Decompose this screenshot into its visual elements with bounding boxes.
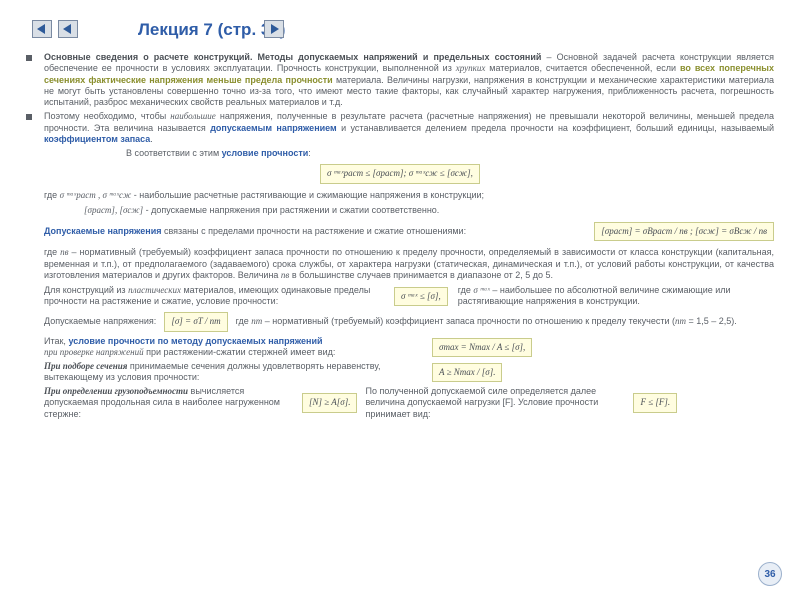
sm-pre: где xyxy=(458,285,474,295)
dop-t: связаны с пределами прочности на растяже… xyxy=(161,226,466,236)
p2-blue: допускаемым напряжением xyxy=(210,123,337,133)
cond-intro: В соответствии с этим условие прочности: xyxy=(126,148,774,159)
p2-t4: . xyxy=(150,134,153,144)
pi-em: пластических xyxy=(128,285,181,295)
nav-bar xyxy=(32,20,284,38)
nv-pre: где xyxy=(44,247,60,257)
dop-row: Допускаемые напряжения связаны с предела… xyxy=(26,220,774,243)
where-2: [σраст], [σсж] - допускаемые напряжения … xyxy=(66,205,774,216)
load-em: При определении грузоподъемности xyxy=(44,386,188,396)
plast-row: Для конструкций из пластических материал… xyxy=(26,285,774,308)
formula-load2: F ≤ [F]. xyxy=(633,393,677,412)
dop-lead: Допускаемые напряжения xyxy=(44,226,161,236)
formula-dop: [σраст] = σВраст / nв ; [σсж] = σВсж / n… xyxy=(594,222,774,241)
bullet-icon xyxy=(26,55,32,61)
formula-plast: σ ᵐᵃˣ ≤ [σ], xyxy=(394,287,448,306)
dop-plast-row: Допускаемые напряжения: [σ] = σT / nт гд… xyxy=(26,310,774,333)
nt-v2: nт xyxy=(675,316,686,326)
nv-t2: в большинстве случаев принимается в диап… xyxy=(289,270,553,280)
formula-1: σ ᵐᵃˣраст ≤ [σраст]; σ ᵐᵃˣсж ≤ [σсж], xyxy=(320,164,480,183)
summary-row: Итак, условие прочности по методу допуск… xyxy=(26,336,774,359)
paragraph-2: Поэтому необходимо, чтобы наибольшие нап… xyxy=(26,111,774,145)
dp-lead: Допускаемые напряжения: xyxy=(44,316,156,327)
pick-text: При подборе сечения принимаемые сечения … xyxy=(44,361,424,384)
pick-row: При подборе сечения принимаемые сечения … xyxy=(26,361,774,384)
nv-block: где nв – нормативный (требуемый) коэффиц… xyxy=(26,247,774,281)
sum-t1: Итак, xyxy=(44,336,68,346)
nt-t2: = 1,5 – 2,5). xyxy=(686,316,737,326)
plast-intro: Для конструкций из пластических материал… xyxy=(44,285,384,308)
w1-pre: где xyxy=(44,190,60,200)
w2-v: [σраст], [σсж] xyxy=(84,205,143,215)
sigmamax-desc: где σ ᵐᵃˣ – наибольшее по абсолютной вел… xyxy=(458,285,774,308)
p1-t2: материалов, считается обеспеченной, если xyxy=(485,63,680,73)
load-row: При определении грузоподъемности вычисля… xyxy=(26,386,774,420)
p2-t3: и устанавливается делением предела прочн… xyxy=(337,123,774,133)
formula-1-row: σ ᵐᵃˣраст ≤ [σраст]; σ ᵐᵃˣсж ≤ [σсж], xyxy=(26,162,774,185)
back-button[interactable] xyxy=(58,20,78,38)
sm-t: – наибольшее по абсолютной величине сжим… xyxy=(458,285,731,306)
ci-t1: В соответствии с этим xyxy=(126,148,222,158)
load2-text: По полученной допускаемой силе определяе… xyxy=(365,386,625,420)
formula-pick: A ≥ Nmax / [σ]. xyxy=(432,363,502,382)
p2-em1: наибольшие xyxy=(170,111,215,121)
ci-t2: : xyxy=(308,148,311,158)
p1-em1: хрупких xyxy=(456,63,486,73)
nt-block: где nт – нормативный (требуемый) коэффиц… xyxy=(236,316,774,327)
formula-load: [N] ≥ A[σ]. xyxy=(302,393,357,412)
w1-post: - наибольшие расчетные растягивающие и с… xyxy=(131,190,484,200)
formula-summary: σmax = Nmax / A ≤ [σ], xyxy=(432,338,532,357)
w1-v: σ ᵐᵃˣраст , σ ᵐᵃˣсж xyxy=(60,190,132,200)
slide: Лекция 7 (стр. 36) Основные сведения о р… xyxy=(0,0,800,600)
nt-t: – нормативный (требуемый) коэффициент за… xyxy=(262,316,675,326)
sum-nl: при проверке напряжений xyxy=(44,347,144,357)
dop-text: Допускаемые напряжения связаны с предела… xyxy=(44,226,586,237)
where-1: где σ ᵐᵃˣраст , σ ᵐᵃˣсж - наибольшие рас… xyxy=(26,190,774,201)
p2-t1: Поэтому необходимо, чтобы xyxy=(44,111,170,121)
next-button[interactable] xyxy=(264,20,284,38)
load-text: При определении грузоподъемности вычисля… xyxy=(44,386,294,420)
summary-text: Итак, условие прочности по методу допуск… xyxy=(44,336,424,359)
p2-blue2: коэффициентом запаса xyxy=(44,134,150,144)
nt-pre: где xyxy=(236,316,252,326)
content: Основные сведения о расчете конструкций.… xyxy=(26,52,774,420)
pi-t1: Для конструкций из xyxy=(44,285,128,295)
nv-v: nв xyxy=(60,247,68,257)
paragraph-1: Основные сведения о расчете конструкций.… xyxy=(26,52,774,108)
sum-t2: при растяжении-сжатии стержней имеет вид… xyxy=(144,347,336,357)
sm-v: σ ᵐᵃˣ xyxy=(473,285,490,295)
nt-v: nт xyxy=(251,316,262,326)
pick-em: При подборе сечения xyxy=(44,361,127,371)
sum-blue: условие прочности по методу допускаемых … xyxy=(68,336,322,346)
w2-post: - допускаемые напряжения при растяжении … xyxy=(143,205,439,215)
ci-blue: условие прочности xyxy=(222,148,309,158)
prev-button[interactable] xyxy=(32,20,52,38)
p1-lead: Основные сведения о расчете конструкций.… xyxy=(44,52,541,62)
bullet-icon xyxy=(26,114,32,120)
page-number-badge: 36 xyxy=(758,562,782,586)
formula-dop-plast: [σ] = σT / nт xyxy=(164,312,227,331)
